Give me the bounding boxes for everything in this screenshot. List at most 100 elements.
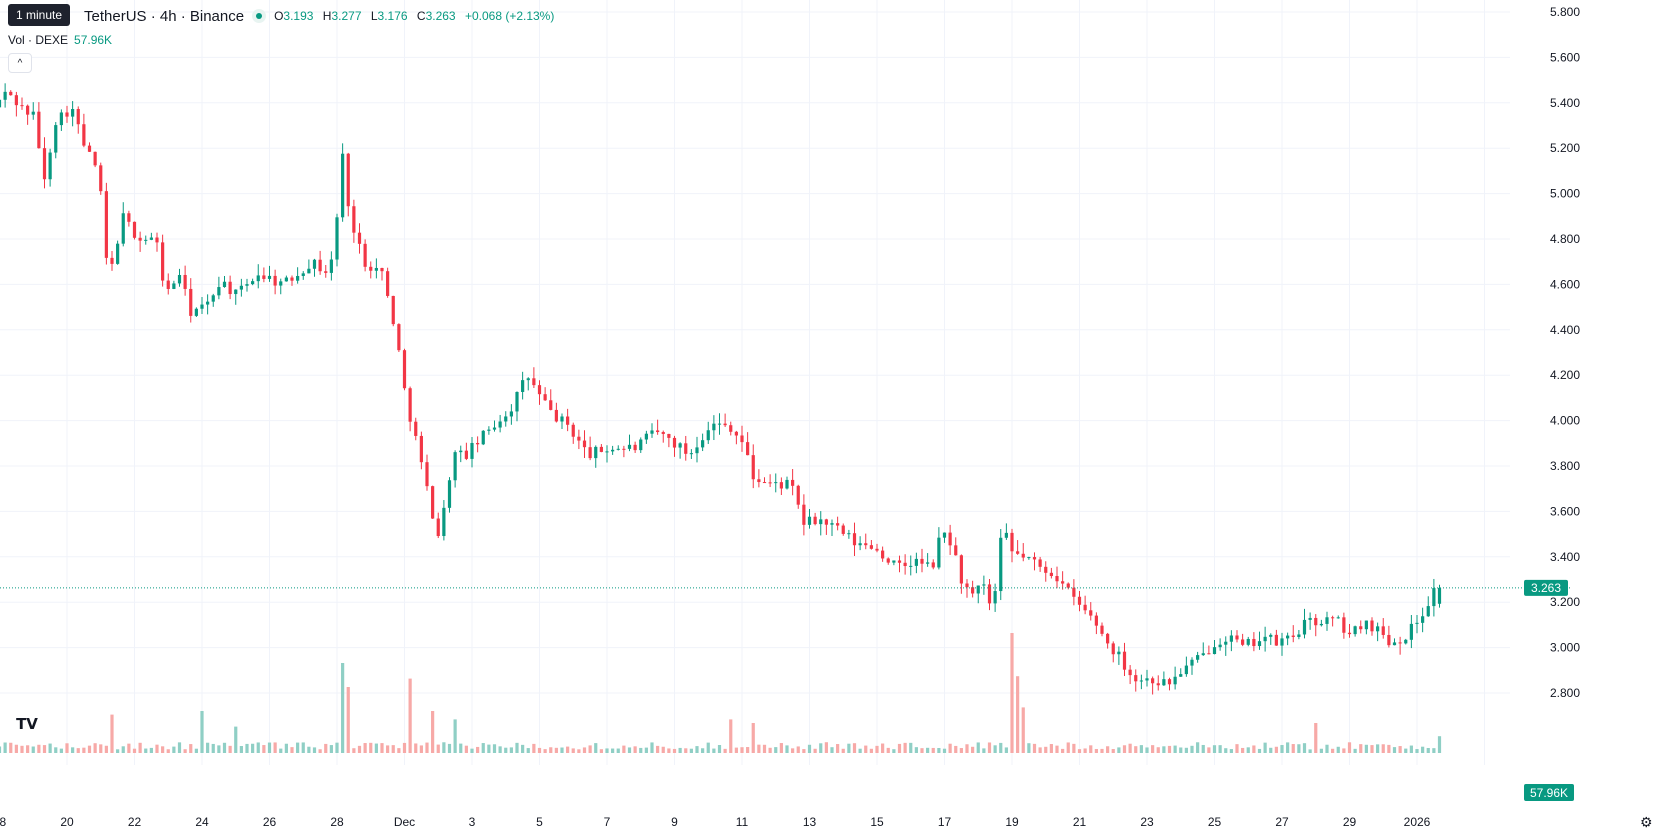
volume-bar [1246,747,1250,753]
volume-bar [222,742,227,753]
candle-body [402,350,407,389]
volume-bar [71,747,75,753]
volume-bar [1117,747,1121,753]
y-tick-label: 3.400 [1550,550,1580,564]
candle-body [87,145,92,152]
volume-legend[interactable]: Vol · DEXE 57.96K [8,33,112,47]
candle-body [1162,679,1166,686]
volume-bar [515,742,519,753]
volume-bar [982,748,986,753]
volume-bar [3,742,7,753]
market-status-icon[interactable] [252,9,267,23]
candle-body [622,448,626,450]
chart-grid [0,0,1510,765]
volume-bar [442,742,446,753]
volume-bar [228,745,232,753]
volume-bar [616,748,620,753]
candle-body [239,285,243,290]
volume-bar [87,745,92,753]
candle-body [206,301,210,305]
candle-body [982,584,986,586]
volume-bar [1201,744,1205,753]
volume-bar [987,742,992,753]
x-tick-label: 27 [1275,815,1289,829]
volume-bar [740,747,744,753]
candle-body [526,378,530,381]
y-tick-label: 4.200 [1550,368,1580,382]
candle-body [324,271,328,273]
volume-bar [37,744,41,753]
volume-bar [149,747,153,753]
volume-bar [93,743,97,753]
volume-bar [1111,749,1115,753]
candle-body [521,380,525,392]
volume-bar [954,745,958,753]
volume-bar [1173,745,1177,753]
volume-bar [903,742,907,753]
volume-bar [729,719,733,753]
volume-bar [267,742,272,753]
volume-bar [76,748,80,753]
volume-bar [425,742,429,753]
volume-bar [166,749,170,753]
x-tick-label: 7 [604,815,611,829]
volume-bar [1134,746,1138,753]
volume-bar [1139,745,1143,753]
y-tick-label: 4.000 [1550,414,1580,428]
low-value: 3.176 [377,9,408,23]
volume-bar [734,747,738,753]
candle-body [1066,583,1070,588]
candle-body [1100,625,1104,634]
candle-body [1381,626,1385,635]
volume-bar [273,742,277,753]
candle-body [942,532,947,538]
candle-body [1122,651,1127,670]
close-value: 3.263 [425,9,456,23]
volume-bar [234,726,238,753]
candle-body [757,479,761,483]
candle-body [211,295,215,302]
volume-bar [717,744,722,753]
candle-body [431,486,435,519]
candle-body [627,444,632,449]
volume-bar [909,742,913,753]
candle-body [1347,632,1352,635]
gear-icon[interactable]: ⚙ [1640,814,1653,830]
candle-body [864,543,868,546]
candle-body [149,237,153,240]
candle-body [357,232,362,244]
candle-body [791,479,795,486]
candle-body [999,537,1003,592]
symbol-title[interactable]: TetherUS · 4h · Binance [84,7,245,25]
candle-body [470,442,474,459]
tradingview-logo[interactable]: TV [10,710,44,738]
volume-bar [211,743,215,753]
candle-body [768,482,772,484]
candle-body [487,429,491,431]
candle-body [1314,617,1318,626]
volume-bar [318,749,322,753]
candle-body [1437,587,1442,604]
volume-bar [751,723,755,753]
volume-bar [116,749,120,753]
candle-body [577,436,581,441]
candle-body [1145,678,1149,681]
candle-body [414,421,418,436]
open-label: O [274,9,284,23]
volume-bar [329,745,333,753]
volume-bar [1066,742,1070,753]
candle-body [852,533,857,546]
candle-body [1010,532,1014,552]
x-tick-label: 20 [60,815,74,829]
volume-bar [42,745,47,753]
candle-body [976,585,980,594]
chevron-up-icon[interactable]: ^ [8,53,32,73]
candle-body [436,518,440,537]
change-value: +0.068 (+2.13%) [464,9,555,23]
candle-body [881,550,885,559]
volume-bar [1156,747,1160,753]
candle-body [1331,617,1335,619]
candle-body [1297,634,1301,637]
candle-body [1336,617,1340,619]
